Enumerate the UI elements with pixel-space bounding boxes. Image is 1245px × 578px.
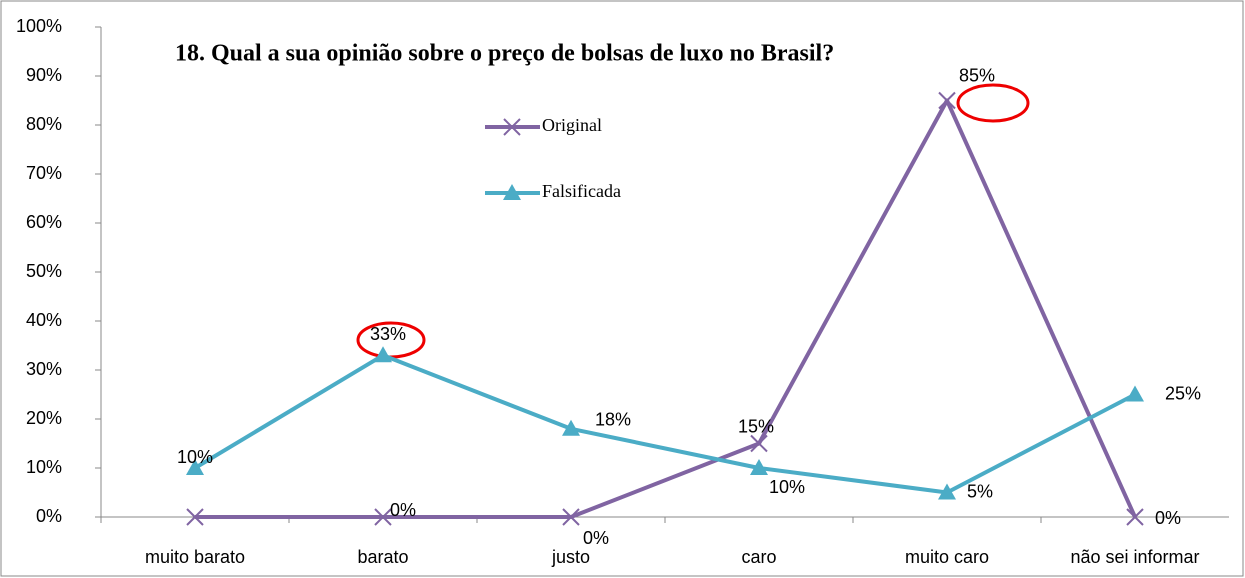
marker: [503, 184, 521, 200]
marker: [562, 419, 580, 436]
x-tick-label: barato: [357, 547, 408, 567]
y-tick-label: 90%: [26, 65, 62, 85]
chart-title: 18. Qual a sua opinião sobre o preço de …: [175, 41, 834, 67]
data-label: 0%: [1155, 508, 1181, 528]
data-label: 0%: [583, 528, 609, 548]
marker: [750, 434, 768, 453]
x-tick-label: justo: [551, 547, 590, 567]
data-label: 5%: [967, 481, 993, 501]
y-tick-label: 10%: [26, 457, 62, 477]
x-tick-label: muito caro: [905, 547, 989, 567]
highlight-circle: [956, 83, 1030, 123]
data-label: 85%: [959, 65, 995, 85]
y-tick-label: 30%: [26, 359, 62, 379]
series-line: [195, 98, 1137, 519]
legend-label: Falsificada: [542, 181, 621, 201]
data-label: 33%: [370, 324, 406, 344]
x-tick-label: caro: [741, 547, 776, 567]
marker: [374, 508, 392, 526]
marker: [938, 483, 956, 500]
y-tick-label: 70%: [26, 163, 62, 183]
x-tick-label: muito barato: [145, 547, 245, 567]
legend-label: Original: [542, 115, 602, 135]
y-tick-label: 0%: [36, 506, 62, 526]
marker: [1126, 508, 1144, 526]
y-tick-label: 100%: [16, 16, 62, 36]
marker: [374, 346, 392, 363]
data-label: 18%: [595, 410, 631, 430]
series-line: [193, 353, 1136, 495]
y-tick-label: 50%: [26, 261, 62, 281]
data-label: 0%: [390, 500, 416, 520]
marker: [750, 459, 768, 475]
data-label: 25%: [1165, 383, 1201, 403]
marker: [503, 118, 521, 136]
marker: [1126, 385, 1144, 402]
data-label: 15%: [738, 416, 774, 436]
data-label: 10%: [769, 477, 805, 497]
data-label: 10%: [177, 447, 213, 467]
y-tick-label: 20%: [26, 408, 62, 428]
marker: [186, 508, 204, 526]
x-tick-label: não sei informar: [1070, 547, 1199, 567]
y-tick-label: 60%: [26, 212, 62, 232]
marker: [938, 91, 956, 110]
y-tick-label: 80%: [26, 114, 62, 134]
marker: [186, 459, 204, 475]
marker: [562, 508, 580, 526]
y-tick-label: 40%: [26, 310, 62, 330]
